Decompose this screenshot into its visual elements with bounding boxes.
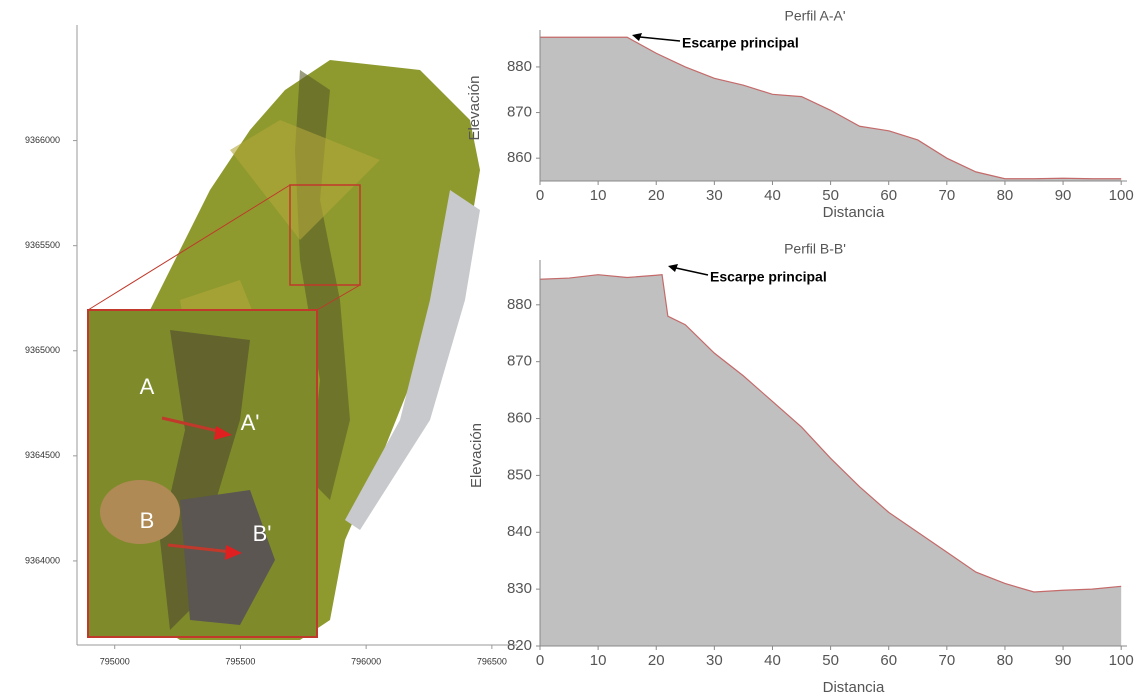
map-imagery: A A' B B'	[88, 60, 480, 640]
x-tick-label: 40	[764, 187, 781, 204]
area	[540, 37, 1121, 181]
arrowhead	[632, 33, 642, 41]
annotation: Escarpe principal	[682, 35, 799, 51]
x-tick-label: 90	[1055, 187, 1072, 204]
y-tick-label: 850	[507, 466, 532, 483]
x-tick-label: 795000	[100, 656, 130, 666]
x-tick-label: 796500	[477, 656, 507, 666]
annotation-arrow	[676, 268, 708, 275]
x-tick-label: 80	[997, 187, 1014, 204]
x-tick-label: 30	[706, 187, 723, 204]
x-tick-label: 20	[648, 652, 665, 669]
y-axis-label: Elevación	[466, 75, 483, 140]
profile-label: A'	[241, 410, 260, 435]
x-tick-label: 50	[822, 652, 839, 669]
figure: A A' B B' 795000 795500 796000 796500 936400…	[0, 0, 1143, 697]
y-tick-label: 880	[507, 58, 532, 75]
y-tick-label: 9365500	[25, 240, 60, 250]
y-tick-label: 880	[507, 296, 532, 313]
x-tick-label: 70	[938, 652, 955, 669]
profile-label: A	[140, 374, 155, 399]
y-tick-label: 9364000	[25, 555, 60, 565]
x-tick-label: 60	[880, 187, 897, 204]
x-axis-label: Distancia	[823, 204, 885, 221]
x-tick-label: 796000	[351, 656, 381, 666]
x-tick-label: 80	[997, 652, 1014, 669]
x-tick-label: 100	[1109, 652, 1134, 669]
y-tick-label: 870	[507, 104, 532, 121]
x-tick-label: 70	[938, 187, 955, 204]
x-tick-label: 20	[648, 187, 665, 204]
profile-label: B'	[253, 521, 272, 546]
x-tick-label: 50	[822, 187, 839, 204]
y-tick-label: 840	[507, 523, 532, 540]
x-tick-label: 0	[536, 187, 544, 204]
x-tick-label: 795500	[225, 656, 255, 666]
y-tick-label: 860	[507, 149, 532, 166]
x-tick-label: 90	[1055, 652, 1072, 669]
profile-label: B	[140, 508, 155, 533]
chart-title: Perfil B-B'	[784, 241, 846, 257]
y-tick-label: 820	[507, 637, 532, 654]
y-tick-label: 9366000	[25, 135, 60, 145]
x-tick-label: 10	[590, 187, 607, 204]
x-tick-label: 60	[880, 652, 897, 669]
x-tick-label: 40	[764, 652, 781, 669]
y-tick-label: 9364500	[25, 450, 60, 460]
x-tick-label: 30	[706, 652, 723, 669]
annotation: Escarpe principal	[710, 269, 827, 285]
x-tick-label: 0	[536, 652, 544, 669]
arrowhead	[668, 264, 678, 272]
x-tick-label: 100	[1109, 187, 1134, 204]
chart-title: Perfil A-A'	[784, 8, 845, 24]
y-tick-label: 860	[507, 410, 532, 427]
x-axis-label: Distancia	[823, 679, 885, 696]
y-tick-label: 830	[507, 580, 532, 597]
annotation-arrow	[640, 37, 680, 41]
y-tick-label: 9365000	[25, 345, 60, 355]
area	[540, 275, 1121, 646]
y-axis-label: Elevación	[468, 423, 485, 488]
x-tick-label: 10	[590, 652, 607, 669]
y-tick-label: 870	[507, 353, 532, 370]
